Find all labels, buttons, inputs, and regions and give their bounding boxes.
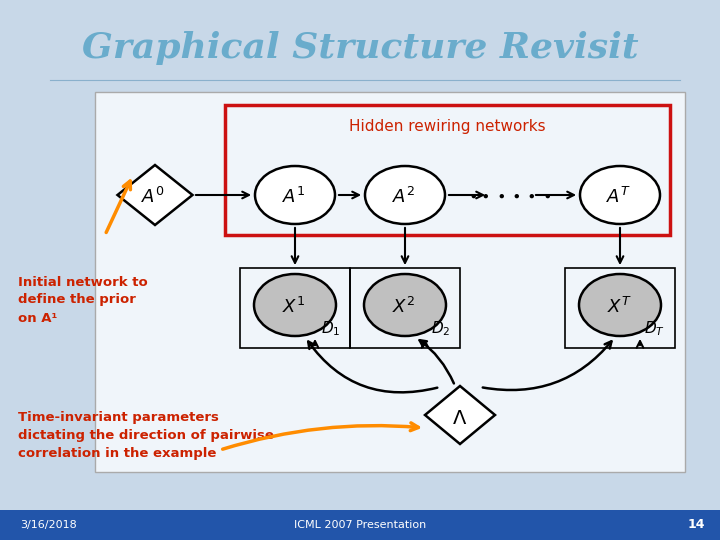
Text: $X^2$: $X^2$ bbox=[392, 297, 415, 317]
Text: $A^1$: $A^1$ bbox=[282, 187, 306, 207]
Ellipse shape bbox=[580, 166, 660, 224]
Text: $\bullet\bullet\bullet\bullet\bullet\bullet$: $\bullet\bullet\bullet\bullet\bullet\bul… bbox=[468, 187, 552, 202]
FancyArrowPatch shape bbox=[482, 341, 611, 390]
Text: Hidden rewiring networks: Hidden rewiring networks bbox=[349, 119, 546, 134]
Ellipse shape bbox=[255, 166, 335, 224]
Ellipse shape bbox=[364, 274, 446, 336]
Text: $D_T$: $D_T$ bbox=[644, 319, 665, 338]
Text: $D_1$: $D_1$ bbox=[320, 319, 340, 338]
FancyArrowPatch shape bbox=[308, 341, 437, 393]
Text: ICML 2007 Presentation: ICML 2007 Presentation bbox=[294, 520, 426, 530]
FancyBboxPatch shape bbox=[0, 510, 720, 540]
Text: $A^2$: $A^2$ bbox=[392, 187, 415, 207]
Text: Initial network to
define the prior
on A¹: Initial network to define the prior on A… bbox=[18, 275, 148, 325]
Text: 3/16/2018: 3/16/2018 bbox=[20, 520, 77, 530]
FancyArrowPatch shape bbox=[106, 181, 130, 233]
Text: 14: 14 bbox=[688, 518, 705, 531]
Ellipse shape bbox=[579, 274, 661, 336]
Text: $\Lambda$: $\Lambda$ bbox=[452, 408, 467, 428]
Ellipse shape bbox=[254, 274, 336, 336]
FancyArrowPatch shape bbox=[222, 423, 418, 449]
Text: $A^0$: $A^0$ bbox=[141, 187, 165, 207]
Polygon shape bbox=[425, 386, 495, 444]
Ellipse shape bbox=[365, 166, 445, 224]
Text: $A^T$: $A^T$ bbox=[606, 187, 631, 207]
Text: Graphical Structure Revisit: Graphical Structure Revisit bbox=[81, 31, 639, 65]
FancyBboxPatch shape bbox=[95, 92, 685, 472]
FancyArrowPatch shape bbox=[420, 340, 454, 383]
Text: $D_2$: $D_2$ bbox=[431, 319, 450, 338]
Text: $X^1$: $X^1$ bbox=[282, 297, 305, 317]
Text: Time-invariant parameters
dictating the direction of pairwise
correlation in the: Time-invariant parameters dictating the … bbox=[18, 410, 274, 460]
Text: $X^T$: $X^T$ bbox=[606, 297, 631, 317]
Polygon shape bbox=[117, 165, 192, 225]
